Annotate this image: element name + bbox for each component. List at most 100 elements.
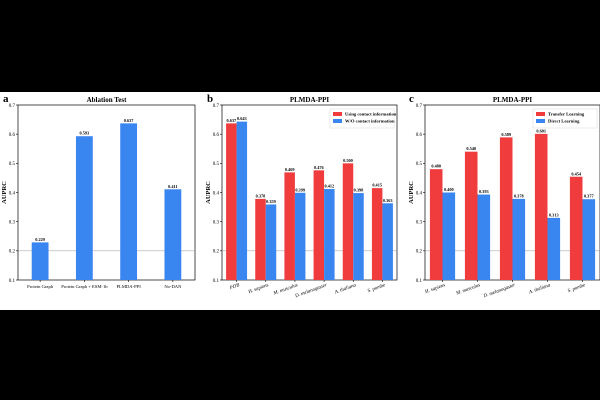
bar [226,123,237,280]
y-tick-label: 0.4 [416,191,423,196]
x-tick-label: Protein Graph [27,284,54,289]
panel-letter: b [207,93,213,105]
data-label: 0.313 [549,212,559,217]
bar [534,133,548,280]
legend-box [532,108,598,129]
y-axis-label: AUPRC [1,181,8,204]
bar [75,136,93,280]
y-tick-label: 0.6 [213,133,220,138]
x-tick-label: A. thaliana [333,283,357,296]
data-label: 0.469 [285,167,295,172]
chart-panel-b: b PLMDA-PPI AUPRC 0.1 0.2 0.3 0.4 0.5 0.6 0.7 0.63… [205,93,398,300]
x-tick-label: H. sapiens [247,283,270,295]
data-label: 0.363 [383,198,393,203]
x-tick-label: PDB [228,283,240,291]
bar [120,123,138,280]
data-label: 0.398 [354,188,364,193]
chart-panel-c: c PLMDA-PPI AUPRC 0.1 0.2 0.3 0.4 0.5 0.6 0.7 0.48… [408,93,600,300]
y-tick-label: 0.1 [9,279,16,284]
x-tick-label: S. pombe [567,283,587,294]
data-label: 0.377 [584,194,595,199]
data-label: 0.637 [124,118,135,123]
chart-title: PLMDA-PPI [493,96,533,104]
bar [547,217,561,280]
y-tick-label: 0.3 [9,220,16,225]
y-tick-label: 0.2 [213,250,220,255]
y-tick-label: 0.7 [9,104,16,109]
plot-frame [221,104,398,281]
legend-label: W/O contact information [345,119,395,124]
data-label: 0.412 [324,184,334,189]
legend-label: Direct Learning [548,119,580,124]
figure-canvas: a Ablation Test AUPRC 0.1 0.2 0.3 0.4 0.5 0.6 0.7… [1,93,600,300]
bar [499,137,513,280]
bar [164,189,182,280]
bar [236,121,248,280]
data-label: 0.411 [168,184,177,189]
bar [371,188,383,280]
y-tick-label: 0.5 [9,162,16,167]
y-tick-label: 0.6 [9,133,16,138]
bar [353,193,364,280]
figure: a Ablation Test AUPRC 0.1 0.2 0.3 0.4 0.5 0.6 0.7… [0,92,600,310]
chart-panel-a: a Ablation Test AUPRC 0.1 0.2 0.3 0.4 0.5 0.6 0.7… [1,93,196,289]
y-tick-label: 0.5 [213,162,220,167]
data-label: 0.593 [80,131,90,136]
legend-swatch [536,112,545,116]
y-axis-label: AUPRC [408,181,415,204]
x-tick-label: No-DAN [164,284,182,289]
data-label: 0.229 [35,237,45,242]
x-tick-label: S. pombe [367,283,387,294]
data-label: 0.476 [314,165,325,170]
data-label: 0.480 [431,164,441,169]
bar [477,194,491,280]
y-tick-label: 0.1 [416,279,423,284]
bar [284,172,295,280]
bar [31,242,49,280]
y-tick-label: 0.1 [213,279,220,284]
data-label: 0.393 [479,189,489,194]
bar [464,151,478,280]
data-label: 0.400 [444,187,454,192]
chart-title: Ablation Test [87,96,128,104]
data-label: 0.637 [226,118,237,123]
data-label: 0.378 [256,193,266,198]
data-label: 0.589 [501,132,511,137]
panel-letter: c [409,93,414,105]
data-label: 0.359 [266,199,276,204]
bar [294,192,306,280]
panel-letter: a [3,93,9,105]
y-tick-label: 0.4 [213,191,220,196]
y-tick-label: 0.2 [9,250,16,255]
legend-swatch [333,119,342,123]
data-label: 0.378 [514,193,524,198]
bar [342,163,354,280]
data-label: 0.415 [372,183,382,188]
x-tick-label: PLMDA-PPI [117,284,142,289]
data-label: 0.454 [571,171,582,176]
legend-swatch [333,112,342,116]
chart-title: PLMDA-PPI [290,96,330,104]
data-label: 0.601 [536,128,546,133]
bar [382,203,393,280]
y-tick-label: 0.5 [416,162,423,167]
y-tick-label: 0.4 [9,191,16,196]
x-tick-label: Protein Graph + ESM-1b [61,284,108,289]
data-label: 0.540 [466,146,476,151]
bar [255,198,266,280]
data-label: 0.399 [295,187,305,192]
x-tick-label: H. sapiens [424,283,447,295]
bar [512,198,526,280]
legend-label: Transfer Learning [548,112,585,117]
bar [429,169,443,280]
bar [313,170,325,280]
x-tick-label: D. melanogaster [482,283,516,299]
y-tick-label: 0.3 [416,220,423,225]
x-tick-label: D. melanogaster [294,283,328,299]
bar [582,199,596,280]
data-label: 0.643 [237,116,247,121]
x-tick-label: M. musculus [455,283,481,297]
data-label: 0.500 [343,158,353,163]
y-tick-label: 0.6 [416,133,423,138]
y-axis-label: AUPRC [205,181,212,204]
